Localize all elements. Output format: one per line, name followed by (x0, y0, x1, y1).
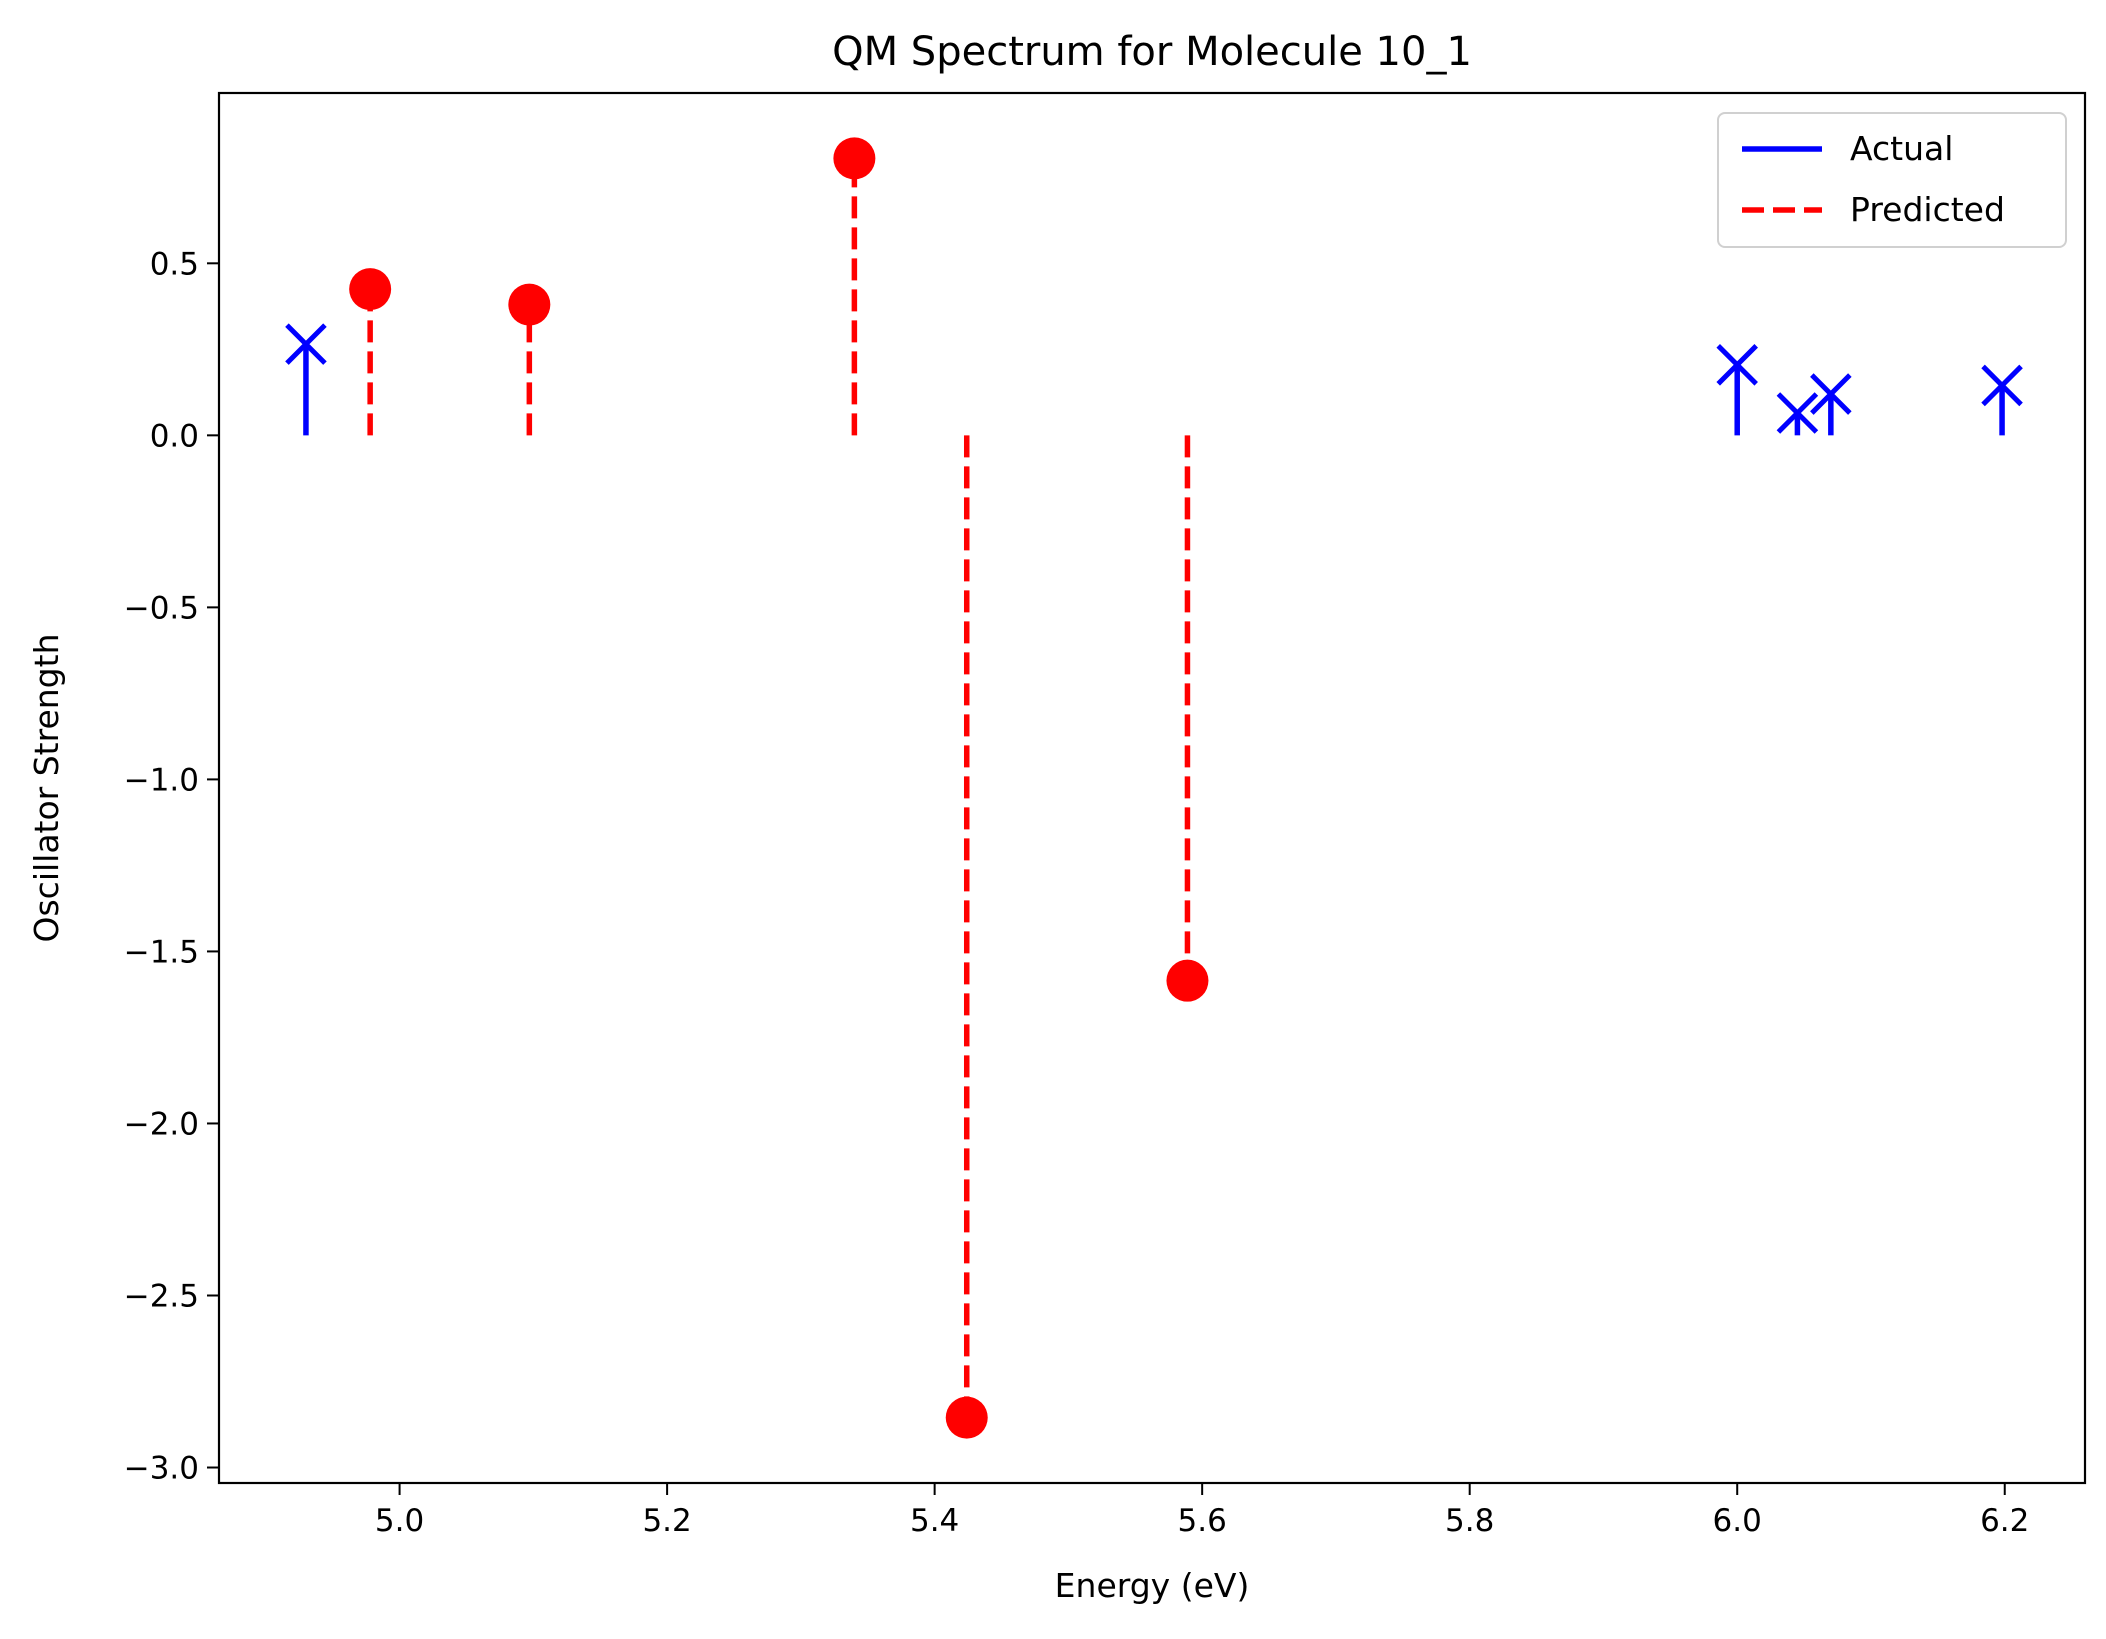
x-tick-label: 6.0 (1713, 1503, 1762, 1539)
y-tick-label: −3.0 (124, 1451, 199, 1487)
actual-point (285, 323, 327, 365)
chart-title: QM Spectrum for Molecule 10_1 (832, 29, 1472, 75)
predicted-point (945, 1396, 988, 1439)
legend-label-predicted: Predicted (1850, 190, 2005, 229)
y-tick-label: −2.0 (124, 1106, 199, 1142)
x-tick-label: 5.0 (375, 1503, 424, 1539)
actual-point (1776, 392, 1819, 434)
y-tick-label: 0.0 (150, 418, 199, 454)
predicted-point (833, 137, 876, 180)
actual-point (1981, 364, 2023, 407)
legend: Actual Predicted (1717, 112, 2067, 248)
predicted-point (508, 283, 551, 326)
y-axis-label: Oscillator Strength (27, 634, 66, 943)
x-tick-label: 5.6 (1178, 1503, 1227, 1539)
y-tick-label: −1.0 (124, 762, 199, 798)
x-tick-label: 5.4 (910, 1503, 959, 1539)
y-tick-label: −2.5 (124, 1278, 199, 1314)
x-axis-label: Energy (eV) (1055, 1566, 1250, 1605)
axes-frame (217, 91, 2087, 1485)
x-tick-label: 5.2 (642, 1503, 691, 1539)
x-tick-label: 6.2 (1980, 1503, 2029, 1539)
legend-label-actual: Actual (1850, 129, 1953, 168)
actual-point (1716, 344, 1758, 386)
y-tick-label: −1.5 (124, 934, 199, 970)
y-tick-label: −0.5 (124, 590, 199, 626)
predicted-point (1166, 959, 1209, 1002)
predicted-point (349, 268, 392, 311)
actual-point (1810, 373, 1852, 415)
x-tick-label: 5.8 (1445, 1503, 1494, 1539)
y-tick-label: 0.5 (150, 246, 199, 282)
